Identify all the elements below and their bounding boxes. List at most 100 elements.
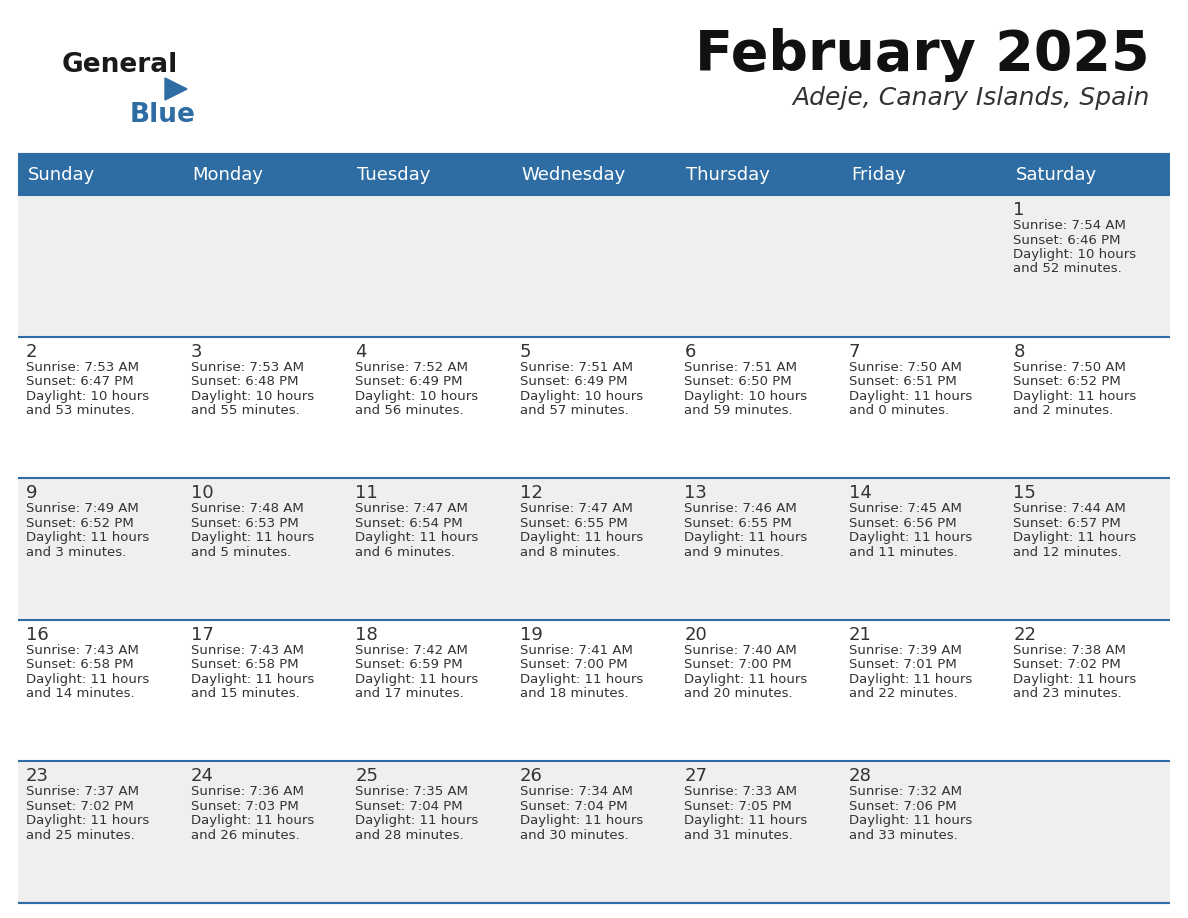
Text: Daylight: 11 hours: Daylight: 11 hours [1013, 673, 1137, 686]
Text: Daylight: 11 hours: Daylight: 11 hours [1013, 532, 1137, 544]
Text: and 6 minutes.: and 6 minutes. [355, 545, 455, 559]
Text: Sunrise: 7:38 AM: Sunrise: 7:38 AM [1013, 644, 1126, 656]
Text: Daylight: 11 hours: Daylight: 11 hours [190, 814, 314, 827]
Text: and 18 minutes.: and 18 minutes. [519, 688, 628, 700]
Text: 20: 20 [684, 626, 707, 644]
Bar [183, 155, 347, 195]
Text: Daylight: 11 hours: Daylight: 11 hours [519, 673, 643, 686]
Text: Sunset: 7:03 PM: Sunset: 7:03 PM [190, 800, 298, 813]
Text: and 23 minutes.: and 23 minutes. [1013, 688, 1123, 700]
Text: 28: 28 [849, 767, 872, 786]
Text: 14: 14 [849, 484, 872, 502]
Text: Sunrise: 7:52 AM: Sunrise: 7:52 AM [355, 361, 468, 374]
Text: Sunrise: 7:53 AM: Sunrise: 7:53 AM [26, 361, 139, 374]
Bar [1005, 155, 1170, 195]
Text: Sunset: 7:05 PM: Sunset: 7:05 PM [684, 800, 792, 813]
Text: Daylight: 11 hours: Daylight: 11 hours [26, 673, 150, 686]
Text: Sunset: 6:54 PM: Sunset: 6:54 PM [355, 517, 463, 530]
Text: Sunset: 6:53 PM: Sunset: 6:53 PM [190, 517, 298, 530]
Text: Sunrise: 7:46 AM: Sunrise: 7:46 AM [684, 502, 797, 515]
Text: and 20 minutes.: and 20 minutes. [684, 688, 792, 700]
Text: 26: 26 [519, 767, 543, 786]
Text: Blue: Blue [129, 102, 196, 128]
Text: and 5 minutes.: and 5 minutes. [190, 545, 291, 559]
Text: Sunset: 6:52 PM: Sunset: 6:52 PM [1013, 375, 1121, 388]
Text: Sunset: 6:49 PM: Sunset: 6:49 PM [355, 375, 462, 388]
Text: and 53 minutes.: and 53 minutes. [26, 404, 134, 417]
Text: 21: 21 [849, 626, 872, 644]
Text: Daylight: 11 hours: Daylight: 11 hours [849, 389, 972, 403]
Text: 2: 2 [26, 342, 38, 361]
Text: General: General [62, 52, 178, 78]
Text: and 8 minutes.: and 8 minutes. [519, 545, 620, 559]
Text: Sunrise: 7:50 AM: Sunrise: 7:50 AM [1013, 361, 1126, 374]
Text: Sunrise: 7:32 AM: Sunrise: 7:32 AM [849, 786, 962, 799]
Text: Sunset: 6:58 PM: Sunset: 6:58 PM [190, 658, 298, 671]
Text: Sunset: 7:00 PM: Sunset: 7:00 PM [519, 658, 627, 671]
Text: Sunset: 6:56 PM: Sunset: 6:56 PM [849, 517, 956, 530]
Text: 8: 8 [1013, 342, 1025, 361]
Text: Sunrise: 7:50 AM: Sunrise: 7:50 AM [849, 361, 962, 374]
Text: Sunset: 6:52 PM: Sunset: 6:52 PM [26, 517, 134, 530]
Text: Sunrise: 7:44 AM: Sunrise: 7:44 AM [1013, 502, 1126, 515]
Text: Tuesday: Tuesday [358, 166, 430, 184]
Text: Daylight: 11 hours: Daylight: 11 hours [190, 532, 314, 544]
Text: Daylight: 11 hours: Daylight: 11 hours [1013, 389, 1137, 403]
Text: 17: 17 [190, 626, 214, 644]
Text: Adeje, Canary Islands, Spain: Adeje, Canary Islands, Spain [792, 86, 1150, 110]
Text: and 33 minutes.: and 33 minutes. [849, 829, 958, 842]
Text: Sunset: 7:02 PM: Sunset: 7:02 PM [1013, 658, 1121, 671]
Text: Sunset: 6:46 PM: Sunset: 6:46 PM [1013, 233, 1121, 247]
Text: Daylight: 11 hours: Daylight: 11 hours [684, 673, 808, 686]
Text: Sunset: 7:01 PM: Sunset: 7:01 PM [849, 658, 956, 671]
Text: Sunset: 6:55 PM: Sunset: 6:55 PM [684, 517, 792, 530]
Text: Daylight: 10 hours: Daylight: 10 hours [26, 389, 150, 403]
Text: Sunset: 6:57 PM: Sunset: 6:57 PM [1013, 517, 1121, 530]
Text: and 31 minutes.: and 31 minutes. [684, 829, 794, 842]
Text: 3: 3 [190, 342, 202, 361]
Text: 7: 7 [849, 342, 860, 361]
Bar [512, 155, 676, 195]
Text: 13: 13 [684, 484, 707, 502]
Text: and 59 minutes.: and 59 minutes. [684, 404, 792, 417]
Text: 5: 5 [519, 342, 531, 361]
Text: and 3 minutes.: and 3 minutes. [26, 545, 126, 559]
Text: Sunset: 6:50 PM: Sunset: 6:50 PM [684, 375, 792, 388]
Text: Sunrise: 7:35 AM: Sunrise: 7:35 AM [355, 786, 468, 799]
Text: Thursday: Thursday [687, 166, 770, 184]
Bar [18, 195, 1170, 337]
Text: Sunrise: 7:48 AM: Sunrise: 7:48 AM [190, 502, 303, 515]
Text: Sunset: 6:59 PM: Sunset: 6:59 PM [355, 658, 463, 671]
Text: Sunrise: 7:40 AM: Sunrise: 7:40 AM [684, 644, 797, 656]
Text: Sunset: 7:04 PM: Sunset: 7:04 PM [355, 800, 463, 813]
Text: Sunrise: 7:42 AM: Sunrise: 7:42 AM [355, 644, 468, 656]
Text: and 56 minutes.: and 56 minutes. [355, 404, 463, 417]
Text: 15: 15 [1013, 484, 1036, 502]
Text: Daylight: 11 hours: Daylight: 11 hours [684, 532, 808, 544]
Text: Sunrise: 7:37 AM: Sunrise: 7:37 AM [26, 786, 139, 799]
Text: and 30 minutes.: and 30 minutes. [519, 829, 628, 842]
Text: Daylight: 11 hours: Daylight: 11 hours [190, 673, 314, 686]
Text: February 2025: February 2025 [695, 28, 1150, 82]
Bar [18, 620, 1170, 761]
Text: and 17 minutes.: and 17 minutes. [355, 688, 463, 700]
Text: Sunset: 6:51 PM: Sunset: 6:51 PM [849, 375, 956, 388]
Text: and 25 minutes.: and 25 minutes. [26, 829, 134, 842]
Text: and 55 minutes.: and 55 minutes. [190, 404, 299, 417]
Text: Sunrise: 7:54 AM: Sunrise: 7:54 AM [1013, 219, 1126, 232]
Text: Daylight: 10 hours: Daylight: 10 hours [1013, 248, 1137, 261]
Text: 19: 19 [519, 626, 543, 644]
Text: and 14 minutes.: and 14 minutes. [26, 688, 134, 700]
Text: Daylight: 11 hours: Daylight: 11 hours [849, 673, 972, 686]
Text: Sunrise: 7:36 AM: Sunrise: 7:36 AM [190, 786, 303, 799]
Text: Sunday: Sunday [29, 166, 95, 184]
Text: and 9 minutes.: and 9 minutes. [684, 545, 784, 559]
Text: and 52 minutes.: and 52 minutes. [1013, 263, 1123, 275]
Text: 1: 1 [1013, 201, 1025, 219]
Text: Sunset: 6:55 PM: Sunset: 6:55 PM [519, 517, 627, 530]
Text: Sunrise: 7:53 AM: Sunrise: 7:53 AM [190, 361, 304, 374]
Text: and 15 minutes.: and 15 minutes. [190, 688, 299, 700]
Text: Sunrise: 7:33 AM: Sunrise: 7:33 AM [684, 786, 797, 799]
Text: Daylight: 11 hours: Daylight: 11 hours [355, 814, 479, 827]
Text: 22: 22 [1013, 626, 1036, 644]
